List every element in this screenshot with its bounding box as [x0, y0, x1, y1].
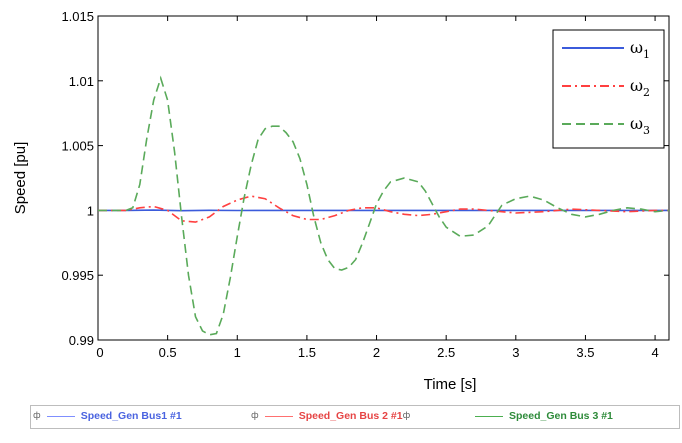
signal-marker-icon: ф	[402, 411, 411, 421]
signal-marker-icon: ф	[33, 411, 41, 421]
x-axis-ticks: 0 0.5 1 1.5 2 2.5 3 3.5 4	[96, 16, 659, 360]
x-tick-label: 0.5	[159, 345, 177, 360]
series-line-3	[98, 75, 670, 336]
x-tick-label: 2	[373, 345, 380, 360]
signal-swatch-bus2	[264, 415, 293, 417]
series-layer	[98, 75, 670, 336]
signal-label-bus3: Speed_Gen Bus 3 #1	[509, 410, 613, 422]
x-tick-label: 1	[234, 345, 241, 360]
speed-chart: 1.015 1.01 1.005 1 0.995 0.99 0 0.5 1 1.5 2 2.5 3 3.…	[12, 9, 670, 393]
x-tick-label: 3	[512, 345, 519, 360]
y-tick-label: 1	[87, 203, 94, 218]
signal-legend-item-bus1[interactable]: ф Speed_Gen Bus1 #1	[33, 410, 182, 422]
x-tick-label: 1.5	[298, 345, 316, 360]
y-tick-label: 0.995	[61, 268, 94, 283]
y-tick-label: 1.01	[69, 74, 94, 89]
signal-marker-icon: ф	[251, 411, 259, 421]
x-tick-label: 0	[96, 345, 103, 360]
y-tick-label: 0.99	[69, 333, 94, 348]
signal-swatch-bus1	[46, 415, 75, 417]
series-line-1	[98, 209, 669, 212]
y-tick-label: 1.015	[61, 9, 94, 24]
signal-label-bus2: Speed_Gen Bus 2 #1	[298, 410, 403, 422]
signal-swatch-bus3	[475, 415, 503, 417]
legend-box	[552, 29, 665, 149]
signal-legend-item-bus3[interactable]: Speed_Gen Bus 3 #1	[469, 410, 613, 422]
x-tick-label: 3.5	[576, 345, 594, 360]
x-axis-label: Time [s]	[424, 376, 477, 393]
y-axis-ticks: 1.015 1.01 1.005 1 0.995 0.99	[61, 9, 669, 348]
signal-label-bus1: Speed_Gen Bus1 #1	[80, 410, 182, 422]
signal-legend-item-bus2[interactable]: ф Speed_Gen Bus 2 #1 ф	[251, 410, 410, 422]
series-line-2	[98, 195, 669, 223]
x-tick-label: 2.5	[437, 345, 455, 360]
y-tick-label: 1.005	[61, 139, 94, 154]
x-tick-label: 4	[651, 345, 658, 360]
y-axis-label: Speed [pu]	[12, 142, 29, 215]
signal-legend-bar: ф Speed_Gen Bus1 #1 ф Speed_Gen Bus 2 #1…	[30, 405, 680, 429]
